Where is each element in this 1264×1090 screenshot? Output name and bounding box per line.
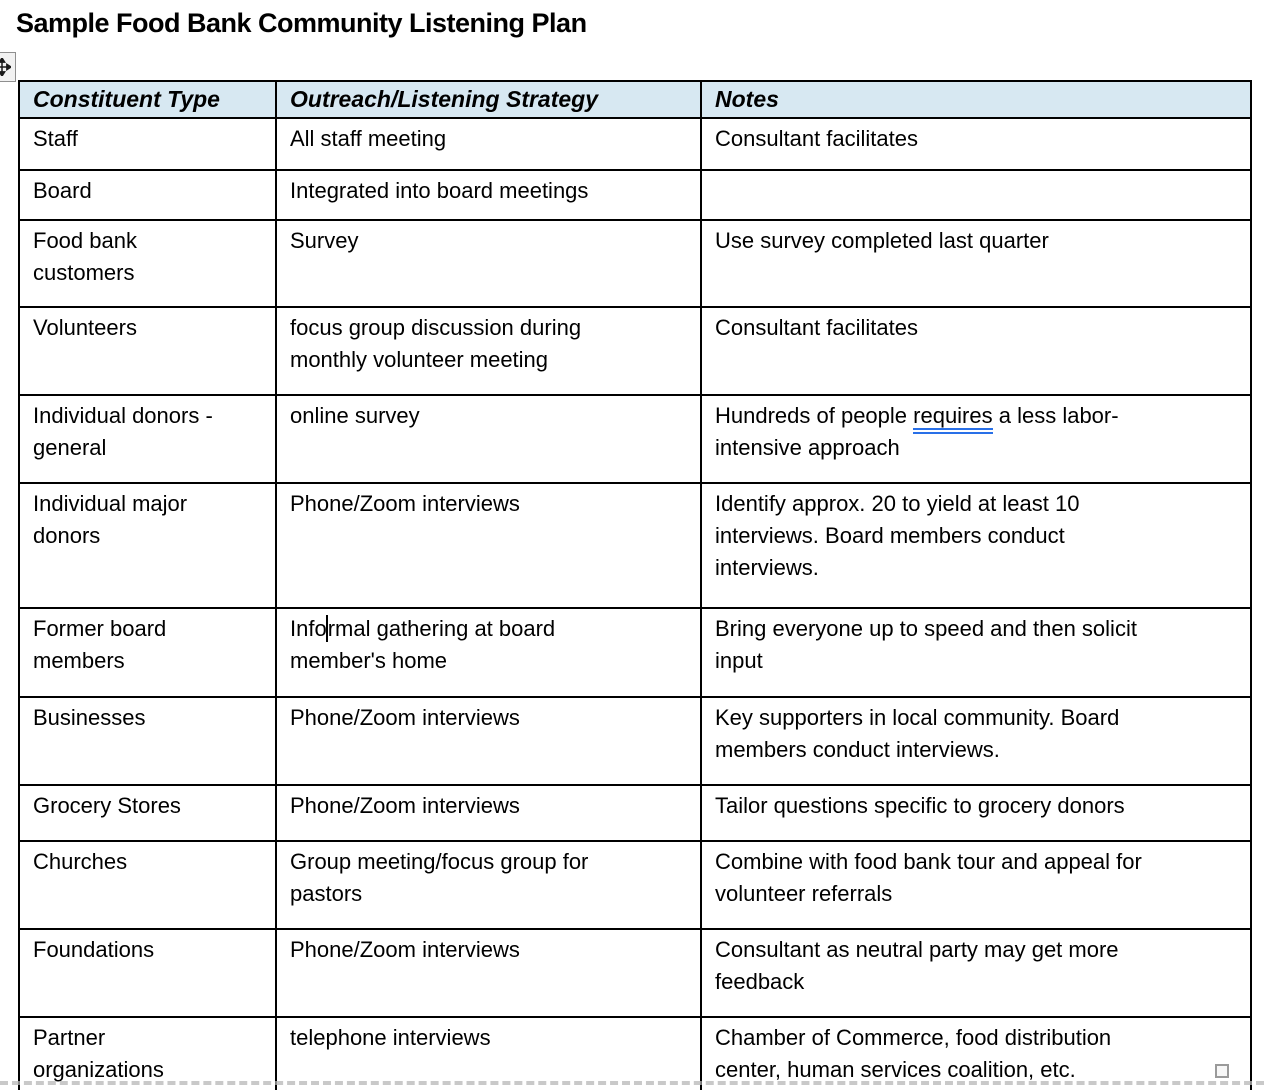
- table-row: Foundations Phone/Zoom interviews Consulta…: [18, 928, 1252, 1018]
- table-resize-handle[interactable]: [1215, 1064, 1229, 1078]
- header-row: Constituent Type Outreach/Listening Stra…: [18, 80, 1252, 119]
- table-row: Businesses Phone/Zoom interviews Key suppo…: [18, 696, 1252, 786]
- cell-constituent[interactable]: Volunteers: [18, 306, 277, 396]
- table-row: Former board members Informal gathering a…: [18, 607, 1252, 698]
- cell-notes[interactable]: Combine with food bank tour and appeal f…: [700, 840, 1252, 930]
- cell-strategy[interactable]: Phone/Zoom interviews: [275, 482, 702, 609]
- strategy-text: Info: [290, 616, 327, 641]
- listening-plan-table: Constituent Type Outreach/Listening Stra…: [18, 80, 1252, 1090]
- table-row: Partner organizations telephone interview…: [18, 1016, 1252, 1090]
- cell-notes[interactable]: Consultant facilitates: [700, 306, 1252, 396]
- strategy-text: rmal gathering at board member's home: [290, 616, 556, 673]
- cell-strategy[interactable]: focus group discussion during monthly vo…: [275, 306, 702, 396]
- cell-strategy[interactable]: online survey: [275, 394, 702, 484]
- cell-strategy[interactable]: Group meeting/focus group for pastors: [275, 840, 702, 930]
- cell-notes[interactable]: Use survey completed last quarter: [700, 219, 1252, 308]
- grammar-flagged-word: requires: [913, 403, 993, 434]
- cell-strategy[interactable]: Phone/Zoom interviews: [275, 928, 702, 1018]
- cell-constituent[interactable]: Former board members: [18, 607, 277, 698]
- cell-notes[interactable]: Key supporters in local community. Board…: [700, 696, 1252, 786]
- cell-notes[interactable]: [700, 169, 1252, 221]
- cell-constituent[interactable]: Food bank customers: [18, 219, 277, 308]
- cell-notes[interactable]: Bring everyone up to speed and then soli…: [700, 607, 1252, 698]
- cell-constituent[interactable]: Individual donors - general: [18, 394, 277, 484]
- table-move-handle-button[interactable]: [0, 52, 16, 82]
- table-row: Board Integrated into board meetings: [18, 169, 1252, 221]
- table-row: Volunteers focus group discussion during …: [18, 306, 1252, 396]
- table-row: Grocery Stores Phone/Zoom interviews Tailo…: [18, 784, 1252, 842]
- table-row: Staff All staff meeting Consultant facilit…: [18, 117, 1252, 171]
- column-header-constituent-type[interactable]: Constituent Type: [18, 80, 277, 119]
- cell-strategy[interactable]: telephone interviews: [275, 1016, 702, 1090]
- cell-notes[interactable]: Hundreds of people requires a less labor…: [700, 394, 1252, 484]
- cell-notes[interactable]: Consultant facilitates: [700, 117, 1252, 171]
- cell-constituent[interactable]: Businesses: [18, 696, 277, 786]
- cell-notes[interactable]: Identify approx. 20 to yield at least 10…: [700, 482, 1252, 609]
- move-cross-icon: [0, 58, 11, 76]
- cell-strategy[interactable]: Phone/Zoom interviews: [275, 696, 702, 786]
- cell-strategy[interactable]: Informal gathering at board member's hom…: [275, 607, 702, 698]
- cell-constituent[interactable]: Board: [18, 169, 277, 221]
- notes-text: Hundreds of people: [715, 403, 914, 428]
- cell-constituent[interactable]: Churches: [18, 840, 277, 930]
- cell-strategy[interactable]: All staff meeting: [275, 117, 702, 171]
- text-cursor: [325, 614, 328, 642]
- cell-constituent[interactable]: Staff: [18, 117, 277, 171]
- cell-notes[interactable]: Tailor questions specific to grocery don…: [700, 784, 1252, 842]
- document-title[interactable]: Sample Food Bank Community Listening Pla…: [16, 8, 587, 38]
- clipped-text-edge: [0, 1081, 1264, 1085]
- table-row: Food bank customers Survey Use survey comp…: [18, 219, 1252, 308]
- column-header-strategy[interactable]: Outreach/Listening Strategy: [275, 80, 702, 119]
- table-body: Staff All staff meeting Consultant facilit…: [18, 117, 1252, 1090]
- column-header-notes[interactable]: Notes: [700, 80, 1252, 119]
- cell-constituent[interactable]: Foundations: [18, 928, 277, 1018]
- notes-text: a less labor-intensive approach: [715, 403, 1119, 460]
- table-row: Individual major donors Phone/Zoom interv…: [18, 482, 1252, 609]
- cell-constituent[interactable]: Partner organizations: [18, 1016, 277, 1090]
- cell-strategy[interactable]: Phone/Zoom interviews: [275, 784, 702, 842]
- cell-strategy[interactable]: Integrated into board meetings: [275, 169, 702, 221]
- table-row: Individual donors - general online survey…: [18, 394, 1252, 484]
- cell-constituent[interactable]: Grocery Stores: [18, 784, 277, 842]
- cell-notes[interactable]: Consultant as neutral party may get more…: [700, 928, 1252, 1018]
- cell-constituent[interactable]: Individual major donors: [18, 482, 277, 609]
- cell-notes[interactable]: Chamber of Commerce, food distribution c…: [700, 1016, 1252, 1090]
- table-row: Churches Group meeting/focus group for pa…: [18, 840, 1252, 930]
- cell-strategy[interactable]: Survey: [275, 219, 702, 308]
